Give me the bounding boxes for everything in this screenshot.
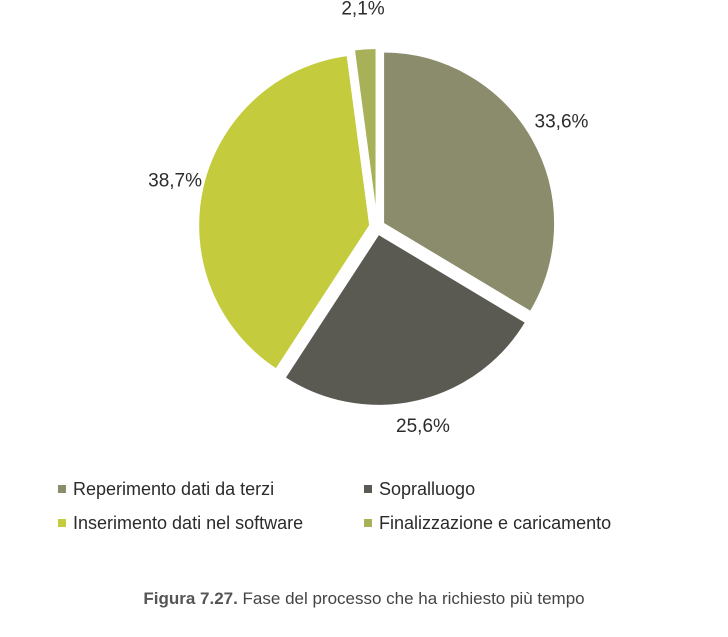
pie-slices: [197, 47, 557, 407]
legend-item-reperimento: Reperimento dati da terzi: [58, 479, 364, 500]
figure-caption-label: Figura 7.27.: [143, 589, 238, 608]
legend-label-reperimento: Reperimento dati da terzi: [73, 478, 275, 499]
legend-row-2: Inserimento dati nel software Finalizzaz…: [58, 506, 718, 540]
legend-swatch-sopralluogo: [364, 485, 372, 493]
pie-slice-finalizzazione: [352, 47, 378, 221]
figure-caption: Figura 7.27. Fase del processo che ha ri…: [0, 589, 728, 609]
pie-slice-sopralluogo: [283, 232, 528, 407]
data-label-reperimento: 33,6%: [535, 112, 589, 133]
legend-label-finalizzazione: Finalizzazione e caricamento: [379, 512, 612, 533]
legend-swatch-inserimento: [58, 519, 66, 527]
legend-row-1: Reperimento dati da terzi Sopralluogo: [58, 472, 718, 506]
data-label-finalizzazione: 2,1%: [341, 0, 384, 19]
legend-item-sopralluogo: Sopralluogo: [364, 479, 475, 500]
data-label-inserimento: 38,7%: [148, 171, 202, 192]
legend-item-finalizzazione: Finalizzazione e caricamento: [364, 513, 611, 534]
legend-label-sopralluogo: Sopralluogo: [379, 478, 476, 499]
pie-slice-reperimento: [382, 50, 557, 314]
pie-slice-inserimento: [197, 53, 372, 371]
legend-swatch-finalizzazione: [364, 519, 372, 527]
figure-caption-text: Fase del processo che ha richiesto più t…: [237, 589, 585, 608]
pie-data-labels: 33,6% 25,6% 38,7% 2,1%: [148, 0, 588, 437]
legend-label-inserimento: Inserimento dati nel software: [73, 512, 304, 533]
pie-chart: 33,6% 25,6% 38,7% 2,1%: [148, 0, 588, 437]
legend-item-inserimento: Inserimento dati nel software: [58, 513, 364, 534]
legend-swatch-reperimento: [58, 485, 66, 493]
data-label-sopralluogo: 25,6%: [396, 416, 450, 437]
chart-legend: Reperimento dati da terzi Sopralluogo In…: [58, 472, 718, 540]
